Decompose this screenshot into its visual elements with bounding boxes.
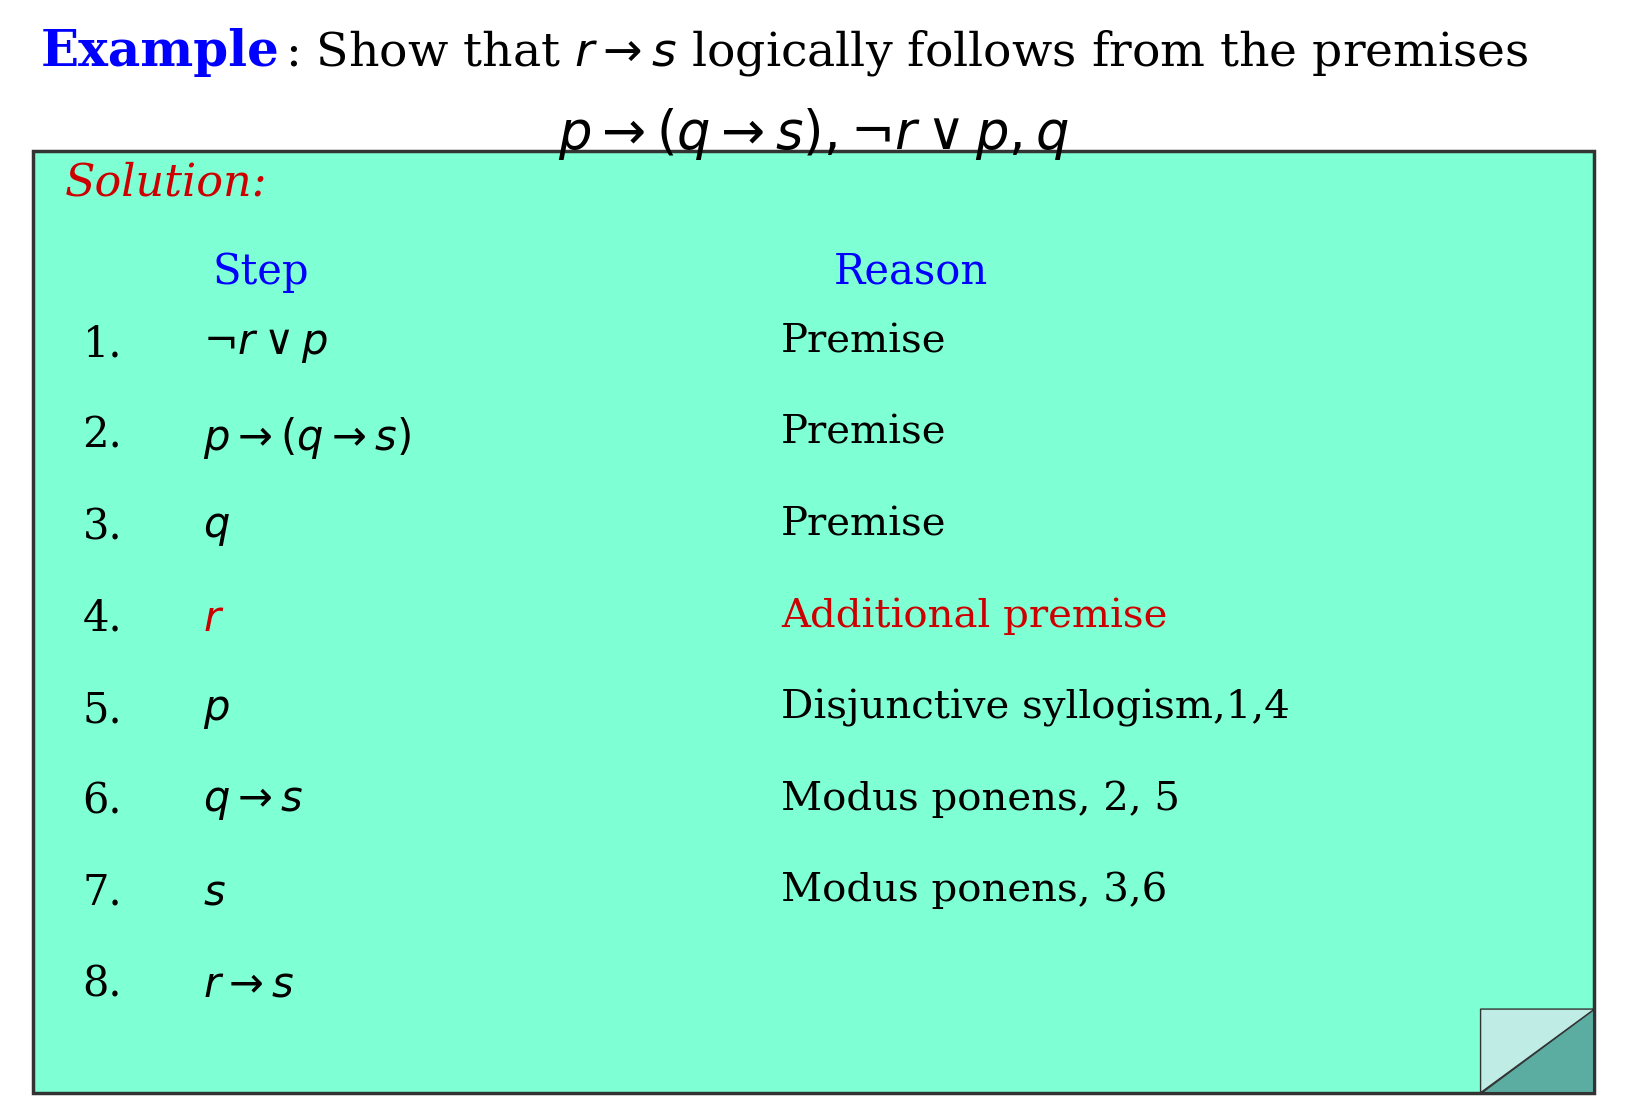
Text: $p \rightarrow (q\rightarrow s)$: $p \rightarrow (q\rightarrow s)$ — [203, 415, 412, 460]
Text: $q$: $q$ — [203, 506, 231, 549]
FancyBboxPatch shape — [33, 151, 1594, 1093]
Text: $q\rightarrow s$: $q\rightarrow s$ — [203, 780, 304, 823]
Polygon shape — [1481, 1009, 1594, 1093]
Text: Solution:: Solution: — [65, 162, 268, 205]
Text: $p \rightarrow (q \rightarrow s), \neg r \vee p, q$: $p \rightarrow (q \rightarrow s), \neg r… — [558, 106, 1069, 162]
Text: Premise: Premise — [781, 415, 947, 452]
Text: 3.: 3. — [83, 506, 122, 549]
Text: Example: Example — [41, 28, 280, 77]
Text: Modus ponens, 3,6: Modus ponens, 3,6 — [781, 872, 1167, 910]
Text: $p$: $p$ — [203, 689, 229, 731]
Text: $r \rightarrow s$: $r \rightarrow s$ — [203, 963, 294, 1006]
Text: $\neg r \vee p$: $\neg r \vee p$ — [203, 323, 329, 366]
Text: $r$: $r$ — [203, 598, 225, 640]
Text: 1.: 1. — [83, 323, 122, 366]
Text: 7.: 7. — [83, 872, 122, 914]
Text: Premise: Premise — [781, 323, 947, 360]
Text: Reason: Reason — [835, 251, 988, 293]
Polygon shape — [1481, 1009, 1594, 1093]
Text: 6.: 6. — [83, 780, 122, 823]
Text: 4.: 4. — [83, 598, 122, 640]
Text: Modus ponens, 2, 5: Modus ponens, 2, 5 — [781, 780, 1180, 818]
Text: 2.: 2. — [83, 415, 122, 457]
Text: Additional premise: Additional premise — [781, 598, 1167, 636]
Text: 5.: 5. — [83, 689, 122, 731]
Text: Premise: Premise — [781, 506, 947, 543]
Text: : Show that $r \rightarrow s$ logically follows from the premises: : Show that $r \rightarrow s$ logically … — [285, 28, 1528, 78]
Text: $s$: $s$ — [203, 872, 226, 914]
Text: Step: Step — [212, 251, 309, 293]
Text: 8.: 8. — [83, 963, 122, 1006]
Text: Disjunctive syllogism,1,4: Disjunctive syllogism,1,4 — [781, 689, 1290, 727]
